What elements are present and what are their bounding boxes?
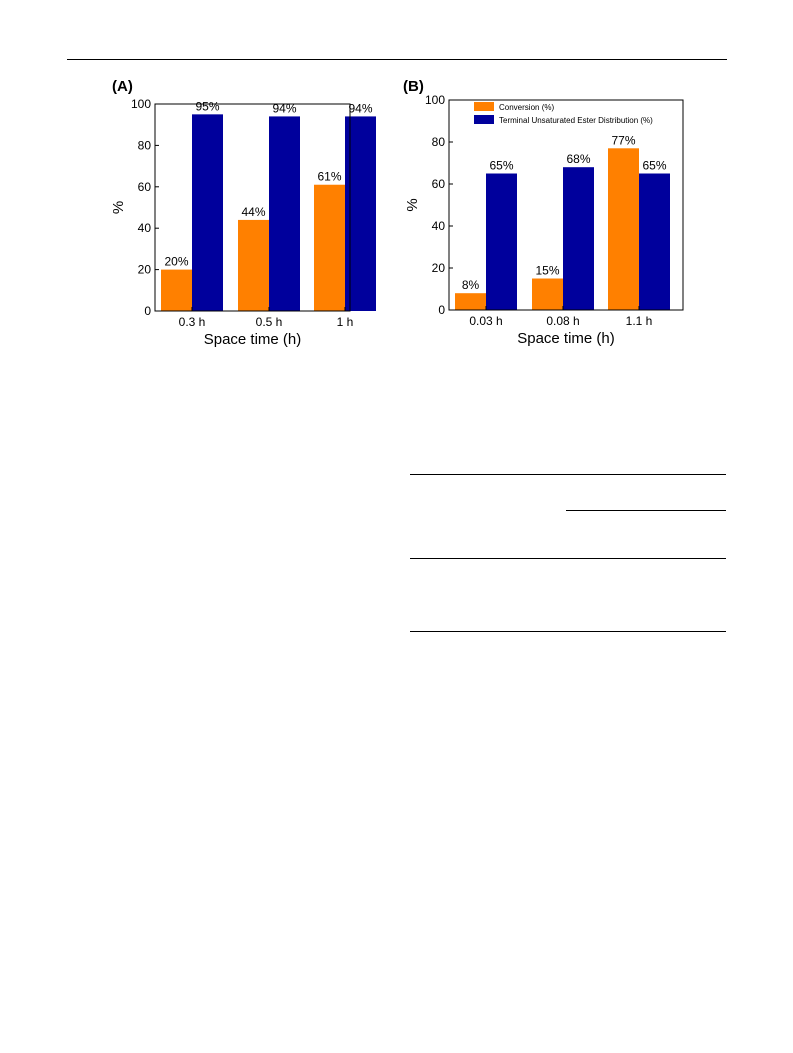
y-axis-label-a: % [110,201,127,214]
x-tick-label-b-0: 0.03 h [469,314,502,328]
y-tick-label-b-0: 0 [438,303,445,317]
x-tick-label-a-0: 0.3 h [179,315,206,329]
data-label-a-s0-c0: 20% [164,255,188,269]
data-label-a-s1-c0: 95% [195,99,219,113]
data-label-b-s0-c0: 8% [462,278,480,292]
y-tick-label-a-1: 20 [138,263,152,277]
panel-label-b: (B) [403,78,424,95]
y-tick-label-b-1: 20 [432,261,446,275]
y-tick-label-b-5: 100 [425,93,445,107]
x-tick-label-b-1: 0.08 h [546,314,579,328]
x-tick-label-b-2: 1.1 h [626,314,653,328]
data-label-b-s1-c0: 65% [489,159,513,173]
bar-a-s1-c0 [192,114,223,311]
data-label-b-s1-c1: 68% [566,152,590,166]
table-bottom-rule [410,631,726,632]
data-label-a-s0-c2: 61% [317,170,341,184]
data-label-a-s1-c1: 94% [272,101,296,115]
y-tick-label-b-2: 40 [432,219,446,233]
table-sub-rule [566,510,726,511]
bar-b-s0-c0 [455,293,486,310]
legend-label-0: Conversion (%) [499,103,554,112]
y-tick-label-a-2: 40 [138,221,152,235]
x-axis-label-b: Space time (h) [517,330,615,347]
data-label-a-s1-c2: 94% [348,101,372,115]
table-header-rule [410,558,726,559]
plot-frame-a [154,103,351,312]
bar-b-s1-c1 [563,167,594,310]
y-tick-label-b-3: 60 [432,177,446,191]
y-axis-label-b: % [404,198,421,211]
plot-frame-b [448,99,684,311]
y-tick-label-a-3: 60 [138,180,152,194]
bar-a-s0-c2 [314,184,345,311]
y-tick-label-a-0: 0 [144,304,151,318]
bar-b-s0-c2 [608,148,639,310]
bar-a-s0-c0 [161,269,192,311]
legend-swatch-0 [474,102,494,111]
bar-b-s1-c0 [486,173,517,310]
bar-a-s1-c1 [269,116,300,311]
bar-a-s0-c1 [238,219,269,311]
data-label-b-s1-c2: 65% [642,159,666,173]
panel-label-a: (A) [112,78,133,95]
bar-charts-figure: (A) 20% 44% 61% 95% 94% 94% 0 20 40 60 80 100 0.3 h 0.… [110,78,684,348]
table-top-rule [410,474,726,475]
y-tick-label-a-5: 100 [131,97,151,111]
data-label-b-s0-c2: 77% [611,133,635,147]
x-tick-label-a-1: 0.5 h [256,315,283,329]
y-tick-label-b-4: 80 [432,135,446,149]
header-rule [67,59,727,60]
data-label-b-s0-c1: 15% [535,264,559,278]
x-axis-label-a: Space time (h) [204,331,302,348]
bar-b-s0-c1 [532,278,563,310]
legend-swatch-1 [474,115,494,124]
legend-label-1: Terminal Unsaturated Ester Distribution … [499,116,653,125]
bar-b-s1-c2 [639,173,670,310]
y-tick-label-a-4: 80 [138,138,152,152]
data-label-a-s0-c1: 44% [241,205,265,219]
x-tick-label-a-2: 1 h [337,315,354,329]
